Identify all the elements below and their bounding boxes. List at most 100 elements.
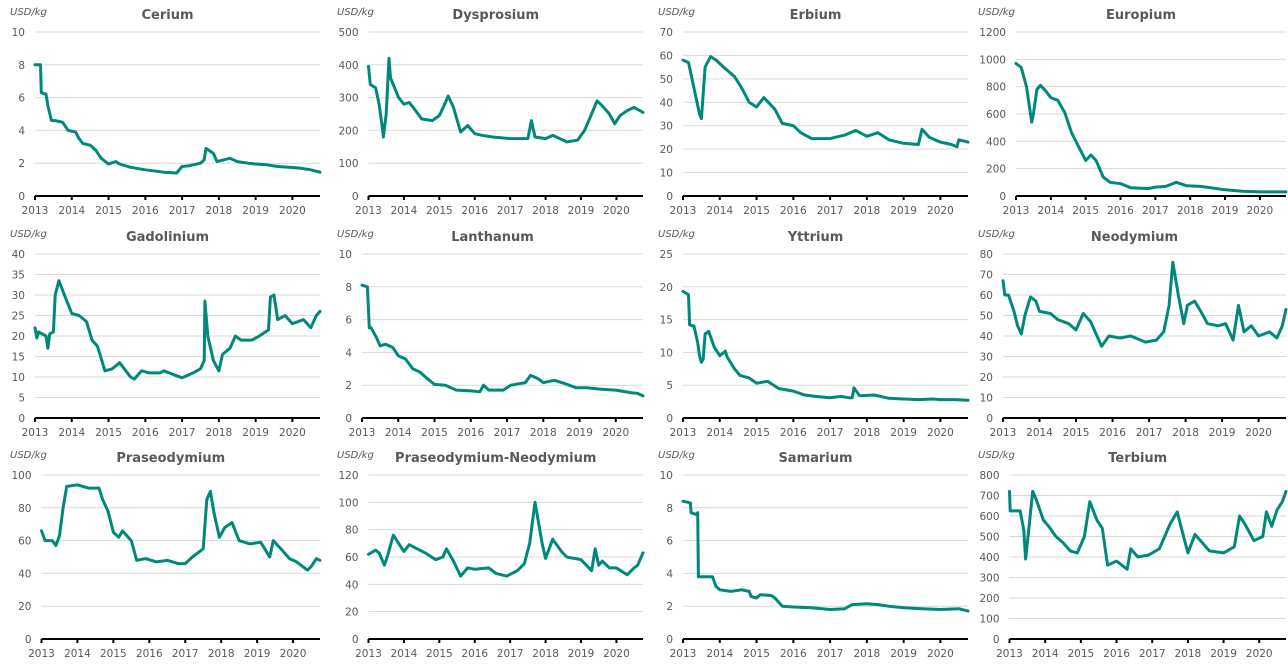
y-tick-label: 10 — [980, 393, 993, 405]
x-tick-label: 2018 — [1177, 205, 1204, 217]
y-tick-label: 100 — [338, 497, 358, 509]
chart-panel-lanthanum: USD/kg Lanthanum 0 2 4 6 8 10 2013 2014 2015 2016 20… — [327, 222, 645, 443]
x-tick-label: 2014 — [385, 427, 412, 439]
y-tick-label: 0 — [666, 191, 673, 203]
y-tick-label: 40 — [980, 331, 993, 343]
y-tick-label: 2 — [666, 601, 673, 613]
chart-svg-samarium: USD/kg Samarium 0 2 4 6 8 10 2013 2014 2015 2016 201… — [658, 450, 970, 660]
x-tick-label: 2020 — [1247, 205, 1274, 217]
y-tick-label: 400 — [979, 552, 999, 564]
x-tick-label: 2014 — [391, 205, 418, 217]
y-unit-label: USD/kg — [337, 450, 374, 461]
y-tick-label: 60 — [980, 290, 993, 302]
chart-title: Praseodymium — [116, 451, 225, 466]
chart-title: Terbium — [1108, 451, 1167, 466]
x-tick-label: 2016 — [780, 205, 807, 217]
x-tick-label: 2017 — [1139, 648, 1166, 660]
x-tick-label: 2019 — [242, 205, 269, 217]
x-tick-label: 2018 — [208, 648, 235, 660]
x-tick-label: 2015 — [426, 648, 453, 660]
y-tick-label: 40 — [660, 97, 673, 109]
y-unit-label: USD/kg — [10, 7, 47, 18]
y-unit-label: USD/kg — [658, 229, 695, 240]
y-tick-label: 40 — [12, 249, 25, 261]
price-line-cerium — [33, 63, 322, 175]
chart-panel-samarium: USD/kg Samarium 0 2 4 6 8 10 2013 2014 2015 2016 201… — [648, 443, 970, 664]
chart-panel-cerium: USD/kg Cerium 0 2 4 6 8 10 2013 2014 2015 2016 2017 2… — [0, 0, 322, 221]
y-tick-label: 0 — [18, 413, 25, 425]
x-tick-label: 2020 — [927, 648, 954, 660]
x-tick-label: 2014 — [706, 205, 733, 217]
price-line-erbium — [681, 55, 970, 149]
x-tick-label: 2018 — [530, 427, 557, 439]
x-tick-label: 2017 — [169, 427, 196, 439]
y-tick-label: 8 — [18, 60, 25, 72]
x-tick-label: 2017 — [172, 648, 199, 660]
price-line-praseodymium — [40, 483, 322, 572]
y-unit-label: USD/kg — [337, 229, 374, 240]
x-tick-label: 2013 — [355, 205, 382, 217]
x-tick-label: 2020 — [1246, 648, 1273, 660]
x-tick-label: 2016 — [780, 648, 807, 660]
price-line-samarium — [681, 499, 970, 613]
chart-svg-gadolinium: USD/kg Gadolinium 0 5 10 15 20 25 30 35 40 2013 2014… — [10, 229, 322, 439]
x-tick-label: 2018 — [854, 427, 881, 439]
chart-svg-terbium: USD/kg Terbium 0 100 200 300 400 500 600 700 800 20… — [978, 450, 1288, 660]
chart-svg-lanthanum: USD/kg Lanthanum 0 2 4 6 8 10 2013 2014 2015 2016 20… — [337, 229, 645, 439]
chart-panel-erbium: USD/kg Erbium 0 10 20 30 40 50 60 70 2013 2014 2015 2… — [648, 0, 970, 221]
x-tick-label: 2017 — [817, 648, 844, 660]
y-tick-label: 200 — [979, 593, 999, 605]
y-tick-label: 0 — [25, 634, 32, 646]
y-tick-label: 20 — [12, 331, 25, 343]
y-tick-label: 4 — [18, 125, 25, 137]
x-tick-label: 2020 — [603, 648, 630, 660]
x-tick-label: 2015 — [100, 648, 127, 660]
y-tick-label: 8 — [345, 282, 352, 294]
chart-title: Dysprosium — [452, 8, 539, 23]
y-tick-label: 25 — [660, 249, 673, 261]
chart-title: Yttrium — [787, 230, 844, 245]
x-tick-label: 2013 — [1003, 205, 1030, 217]
x-tick-label: 2016 — [136, 648, 163, 660]
x-tick-label: 2015 — [95, 427, 122, 439]
x-tick-label: 2016 — [457, 427, 484, 439]
y-tick-label: 2 — [345, 380, 352, 392]
y-tick-label: 300 — [979, 573, 999, 585]
x-tick-label: 2018 — [854, 648, 881, 660]
price-line-yttrium — [681, 289, 970, 402]
y-tick-label: 6 — [666, 536, 673, 548]
price-line-europium — [1014, 61, 1288, 194]
y-tick-label: 8 — [666, 503, 673, 515]
y-tick-label: 80 — [345, 525, 358, 537]
x-tick-label: 2015 — [426, 205, 453, 217]
x-tick-label: 2014 — [58, 205, 85, 217]
y-tick-label: 100 — [338, 158, 358, 170]
y-tick-label: 20 — [660, 282, 673, 294]
x-tick-label: 2019 — [1212, 205, 1239, 217]
chart-svg-erbium: USD/kg Erbium 0 10 20 30 40 50 60 70 2013 2014 2015 2… — [658, 7, 970, 217]
y-tick-label: 800 — [986, 82, 1006, 94]
y-unit-label: USD/kg — [10, 450, 47, 461]
y-tick-label: 10 — [660, 347, 673, 359]
y-tick-label: 200 — [986, 164, 1006, 176]
x-tick-label: 2014 — [1026, 427, 1053, 439]
x-tick-label: 2014 — [706, 427, 733, 439]
x-tick-label: 2014 — [58, 427, 85, 439]
chart-panel-neodymium: USD/kg Neodymium 0 10 20 30 40 50 60 70 80 2013 2014… — [968, 222, 1288, 443]
chart-title: Europium — [1106, 8, 1176, 23]
x-tick-label: 2014 — [706, 648, 733, 660]
y-tick-label: 10 — [339, 249, 352, 261]
price-line-terbium — [1008, 489, 1288, 571]
x-tick-label: 2017 — [817, 427, 844, 439]
y-tick-label: 50 — [660, 74, 673, 86]
y-unit-label: USD/kg — [658, 450, 695, 461]
x-tick-label: 2018 — [206, 205, 233, 217]
y-tick-label: 40 — [345, 579, 358, 591]
y-tick-label: 80 — [980, 249, 993, 261]
chart-svg-yttrium: USD/kg Yttrium 0 5 10 15 20 25 2013 2014 2015 2016 2… — [658, 229, 970, 439]
x-tick-label: 2019 — [244, 648, 271, 660]
x-tick-label: 2014 — [1032, 648, 1059, 660]
x-tick-label: 2016 — [1103, 648, 1130, 660]
chart-panel-dysprosium: USD/kg Dysprosium 0 100 200 300 400 500 2013 2014… — [327, 0, 645, 221]
